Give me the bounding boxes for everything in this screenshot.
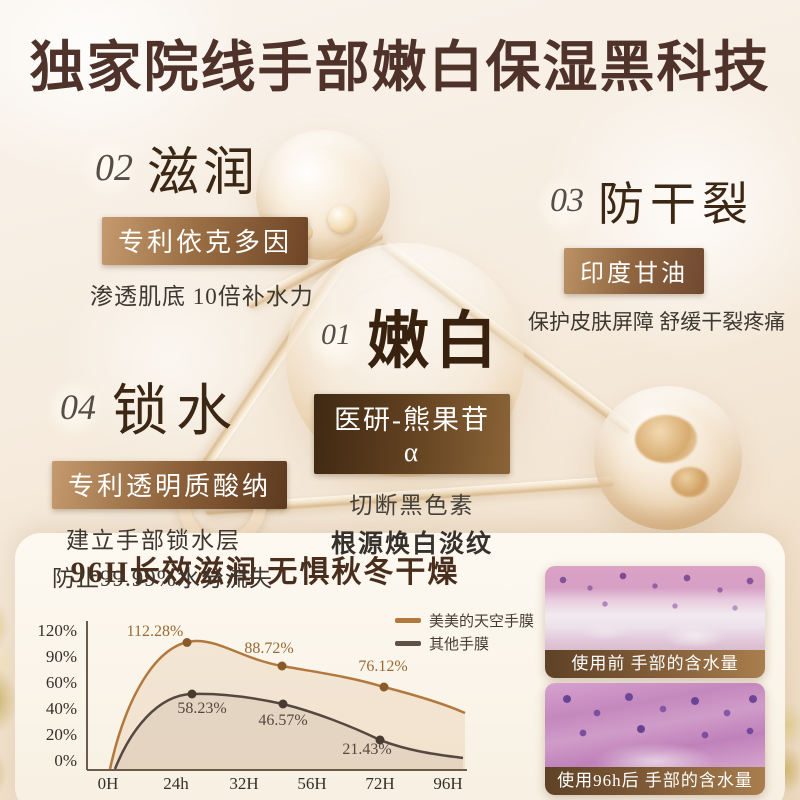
feature-heading: 01 嫩白 — [304, 290, 510, 380]
feature-description: 切断黑色素 — [349, 493, 475, 518]
inner-droplet — [328, 205, 357, 234]
main-data-point — [277, 661, 287, 671]
main-value-label: 88.72% — [244, 640, 293, 657]
x-tick: 0H — [98, 774, 119, 793]
page-title: 独家院线手部嫩白保湿黑科技 — [29, 37, 771, 98]
main-data-point — [379, 682, 389, 692]
efficacy-panel: 96H长效滋润 无惧秋冬干燥 美美的天空手膜 其他手膜 120% 90% 60%… — [15, 533, 785, 800]
main-value-label: 76.12% — [358, 658, 407, 675]
legend-line-swatch — [395, 641, 421, 646]
panel-title: 96H长效滋润 无惧秋冬干燥 — [70, 556, 460, 589]
main-data-point — [182, 638, 192, 647]
legend-item-other: 其他手膜 — [395, 632, 534, 655]
main-value-label: 112.28% — [127, 623, 184, 640]
feature-description: 渗透肌底 10倍补水力 — [90, 284, 314, 309]
feature-heading: 02 滋润 — [79, 130, 314, 205]
feature-heading: 03 防干裂 — [534, 168, 785, 234]
x-tick: 96H — [433, 774, 462, 793]
feature-heading: 04 锁水 — [44, 366, 287, 447]
legend-line-swatch — [395, 618, 421, 623]
y-tick: 20% — [46, 725, 77, 744]
x-tick: 56H — [297, 774, 326, 793]
feature-number: 03 — [534, 176, 594, 234]
ingredient-badge: 专利依克多因 — [102, 217, 309, 265]
feature-name: 防干裂 — [598, 179, 754, 230]
histology-after-caption: 使用96h后 手部的含水量 — [545, 767, 765, 795]
inner-droplet — [635, 414, 698, 463]
feature-number: 02 — [79, 139, 139, 198]
feature-number: 01 — [304, 312, 365, 370]
feature-name: 嫩白 — [366, 308, 503, 376]
histology-before-caption: 使用前 手部的含水量 — [545, 650, 765, 678]
histology-before: 使用前 手部的含水量 — [545, 566, 765, 678]
legend-item-main: 美美的天空手膜 — [395, 609, 534, 632]
histology-after-image — [545, 683, 765, 767]
other-data-point — [375, 735, 385, 745]
other-value-label: 21.43% — [342, 741, 391, 758]
feature-description: 建立手部锁水层 — [66, 528, 241, 553]
other-data-point — [278, 699, 288, 709]
other-series-area — [115, 693, 463, 769]
x-tick: 32H — [229, 774, 258, 793]
x-tick: 72H — [365, 774, 394, 793]
other-data-point — [187, 689, 197, 699]
feature-description: 根源焕白淡纹 — [330, 531, 493, 558]
ingredient-badge: 印度甘油 — [564, 248, 704, 294]
legend-label: 其他手膜 — [429, 637, 490, 653]
feature-name: 滋润 — [147, 145, 260, 202]
feature-moisturize: 02 滋润 专利依克多因 渗透肌底 10倍补水力 — [79, 130, 314, 311]
legend-label: 美美的天空手膜 — [429, 614, 535, 630]
histology-before-image — [545, 566, 765, 650]
y-tick: 60% — [46, 673, 77, 692]
other-value-label: 58.23% — [177, 700, 226, 717]
feature-whitening: 01 嫩白 医研-熊果苷α 切断黑色素 根源焕白淡纹 — [304, 290, 510, 560]
main-series-line — [108, 639, 466, 770]
feature-description: 保护皮肤屏障 舒缓干裂疼痛 — [528, 310, 786, 334]
inner-droplet — [670, 466, 709, 497]
feature-anti-crack: 03 防干裂 印度甘油 保护皮肤屏障 舒缓干裂疼痛 — [528, 168, 785, 336]
y-tick: 120% — [37, 621, 77, 640]
feature-water-lock: 04 锁水 专利透明质酸纳 建立手部锁水层 防止99.99%水分流失 — [44, 366, 288, 593]
y-tick: 90% — [46, 647, 77, 666]
histology-after: 使用96h后 手部的含水量 — [545, 683, 765, 795]
chart-legend: 美美的天空手膜 其他手膜 — [395, 609, 534, 655]
feature-description: 防止99.99%水分流失 — [52, 566, 273, 591]
y-tick: 0% — [54, 751, 77, 770]
feature-number: 04 — [44, 379, 104, 438]
ingredient-badge: 专利透明质酸纳 — [52, 461, 288, 509]
hydration-line-chart: 120% 90% 60% 40% 20% 0% 0H 24h 32H 56H 7… — [37, 621, 467, 793]
x-tick: 24h — [163, 774, 189, 793]
y-tick: 40% — [46, 699, 77, 718]
ingredient-badge: 医研-熊果苷α — [314, 394, 510, 474]
feature-name: 锁水 — [112, 381, 240, 443]
other-value-label: 46.57% — [258, 712, 307, 729]
serum-bubble-right — [594, 386, 742, 530]
